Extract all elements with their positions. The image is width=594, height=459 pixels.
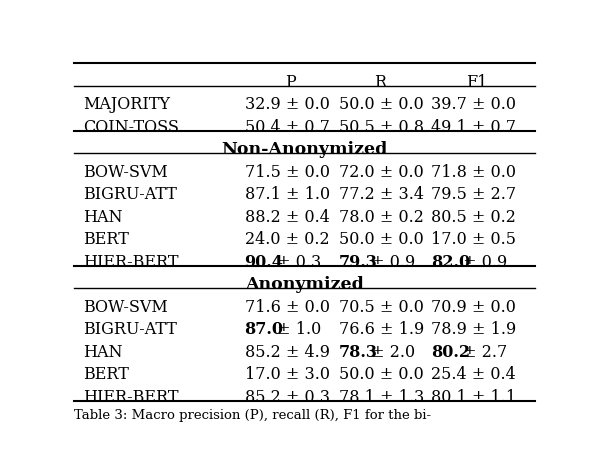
Text: ± 0.9: ± 0.9 (366, 253, 415, 270)
Text: 50.5 ± 0.8: 50.5 ± 0.8 (339, 118, 424, 135)
Text: 79.5 ± 2.7: 79.5 ± 2.7 (431, 186, 516, 203)
Text: R: R (374, 73, 387, 90)
Text: 17.0 ± 0.5: 17.0 ± 0.5 (431, 231, 516, 248)
Text: 50.0 ± 0.0: 50.0 ± 0.0 (339, 365, 424, 382)
Text: 49.1 ± 0.7: 49.1 ± 0.7 (431, 118, 516, 135)
Text: 72.0 ± 0.0: 72.0 ± 0.0 (339, 163, 424, 180)
Text: 78.9 ± 1.9: 78.9 ± 1.9 (431, 320, 516, 337)
Text: Table 3: Macro precision (P), recall (R), F1 for the bi-: Table 3: Macro precision (P), recall (R)… (74, 408, 431, 421)
Text: ± 0.3: ± 0.3 (272, 253, 321, 270)
Text: 50.0 ± 0.0: 50.0 ± 0.0 (339, 96, 424, 113)
Text: 71.8 ± 0.0: 71.8 ± 0.0 (431, 163, 516, 180)
Text: 78.3: 78.3 (339, 343, 378, 360)
Text: 76.6 ± 1.9: 76.6 ± 1.9 (339, 320, 424, 337)
Text: HAN: HAN (83, 208, 123, 225)
Text: COIN-TOSS: COIN-TOSS (83, 118, 179, 135)
Text: 90.4: 90.4 (245, 253, 283, 270)
Text: F1: F1 (466, 73, 488, 90)
Text: 39.7 ± 0.0: 39.7 ± 0.0 (431, 96, 516, 113)
Text: 71.6 ± 0.0: 71.6 ± 0.0 (245, 298, 330, 315)
Text: 85.2 ± 4.9: 85.2 ± 4.9 (245, 343, 330, 360)
Text: BIGRU-ATT: BIGRU-ATT (83, 186, 178, 203)
Text: 87.0: 87.0 (245, 320, 283, 337)
Text: 80.5 ± 0.2: 80.5 ± 0.2 (431, 208, 516, 225)
Text: 78.0 ± 0.2: 78.0 ± 0.2 (339, 208, 424, 225)
Text: 79.3: 79.3 (339, 253, 378, 270)
Text: BERT: BERT (83, 231, 129, 248)
Text: 85.2 ± 0.3: 85.2 ± 0.3 (245, 388, 330, 405)
Text: Non-Anonymized: Non-Anonymized (222, 141, 387, 158)
Text: BOW-SVM: BOW-SVM (83, 163, 168, 180)
Text: 87.1 ± 1.0: 87.1 ± 1.0 (245, 186, 330, 203)
Text: MAJORITY: MAJORITY (83, 96, 170, 113)
Text: HAN: HAN (83, 343, 123, 360)
Text: 88.2 ± 0.4: 88.2 ± 0.4 (245, 208, 330, 225)
Text: 77.2 ± 3.4: 77.2 ± 3.4 (339, 186, 424, 203)
Text: Anonymized: Anonymized (245, 276, 364, 293)
Text: P: P (285, 73, 296, 90)
Text: ± 2.0: ± 2.0 (366, 343, 415, 360)
Text: 82.0: 82.0 (431, 253, 470, 270)
Text: 25.4 ± 0.4: 25.4 ± 0.4 (431, 365, 516, 382)
Text: BERT: BERT (83, 365, 129, 382)
Text: ± 0.9: ± 0.9 (459, 253, 507, 270)
Text: HIER-BERT: HIER-BERT (83, 253, 179, 270)
Text: 50.4 ± 0.7: 50.4 ± 0.7 (245, 118, 330, 135)
Text: 70.5 ± 0.0: 70.5 ± 0.0 (339, 298, 424, 315)
Text: HIER-BERT: HIER-BERT (83, 388, 179, 405)
Text: 78.1 ± 1.3: 78.1 ± 1.3 (339, 388, 424, 405)
Text: BIGRU-ATT: BIGRU-ATT (83, 320, 178, 337)
Text: 32.9 ± 0.0: 32.9 ± 0.0 (245, 96, 330, 113)
Text: 71.5 ± 0.0: 71.5 ± 0.0 (245, 163, 330, 180)
Text: BOW-SVM: BOW-SVM (83, 298, 168, 315)
Text: 80.1 ± 1.1: 80.1 ± 1.1 (431, 388, 516, 405)
Text: 80.2: 80.2 (431, 343, 470, 360)
Text: 17.0 ± 3.0: 17.0 ± 3.0 (245, 365, 330, 382)
Text: ± 2.7: ± 2.7 (459, 343, 507, 360)
Text: ± 1.0: ± 1.0 (272, 320, 321, 337)
Text: 70.9 ± 0.0: 70.9 ± 0.0 (431, 298, 516, 315)
Text: 50.0 ± 0.0: 50.0 ± 0.0 (339, 231, 424, 248)
Text: 24.0 ± 0.2: 24.0 ± 0.2 (245, 231, 329, 248)
